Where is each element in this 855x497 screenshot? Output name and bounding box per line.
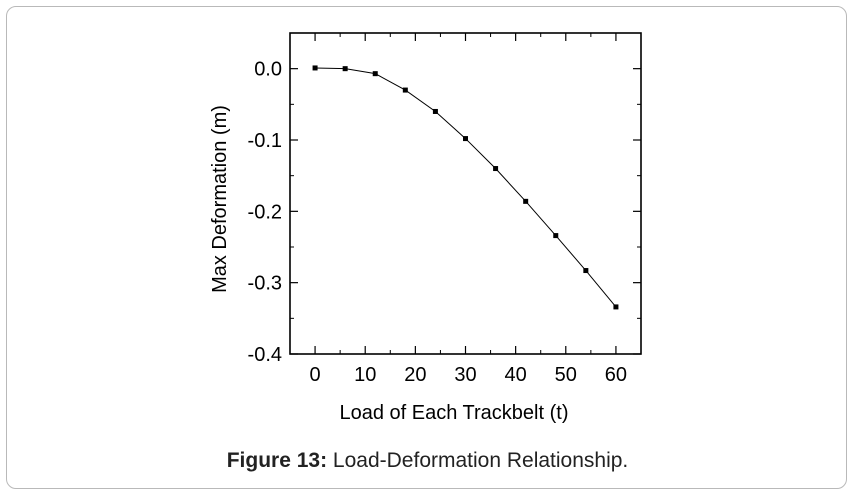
data-point <box>553 233 559 239</box>
data-point <box>312 65 318 71</box>
data-point <box>342 66 348 72</box>
series-line <box>315 67 617 308</box>
x-tick-label: 0 <box>310 364 321 386</box>
x-axis-label: Load of Each Trackbelt (t) <box>339 402 568 424</box>
x-tick-label: 50 <box>555 364 577 386</box>
data-point <box>493 166 499 172</box>
caption-label: Figure 13: <box>226 449 328 472</box>
figure-frame <box>6 6 847 489</box>
y-tick-label: -0.4 <box>248 344 282 366</box>
data-point <box>432 108 438 114</box>
y-tick-label: 0.0 <box>254 59 282 81</box>
y-axis-label: Max Deformation (m) <box>209 105 231 293</box>
y-tick-label: -0.2 <box>248 201 282 223</box>
figure-caption: Figure 13: Load-Deformation Relationship… <box>0 449 855 473</box>
data-point <box>523 198 529 204</box>
load-deformation-chart: 0 10 20 30 40 50 60 0.0 -0.1 -0.2 -0.3 -0.4 Load of… <box>209 32 642 424</box>
x-tick-label: 30 <box>454 364 476 386</box>
x-tick-label: 40 <box>505 364 527 386</box>
x-tick-label: 10 <box>354 364 376 386</box>
data-point <box>463 136 468 142</box>
axis-ticks: 0 10 20 30 40 50 60 0.0 -0.1 -0.2 -0.3 -0.4 <box>248 32 642 386</box>
plot-area <box>289 32 642 355</box>
x-tick-label: 20 <box>404 364 426 386</box>
x-tick-label: 60 <box>605 364 627 386</box>
data-point <box>583 268 589 274</box>
data-point <box>613 304 619 310</box>
data-point <box>402 87 408 93</box>
y-tick-label: -0.1 <box>248 130 282 152</box>
caption-text: Load-Deformation Relationship. <box>327 449 629 472</box>
series-layer <box>312 65 619 310</box>
plot-border <box>289 32 642 355</box>
y-tick-label: -0.3 <box>248 273 282 295</box>
data-point <box>372 71 378 77</box>
